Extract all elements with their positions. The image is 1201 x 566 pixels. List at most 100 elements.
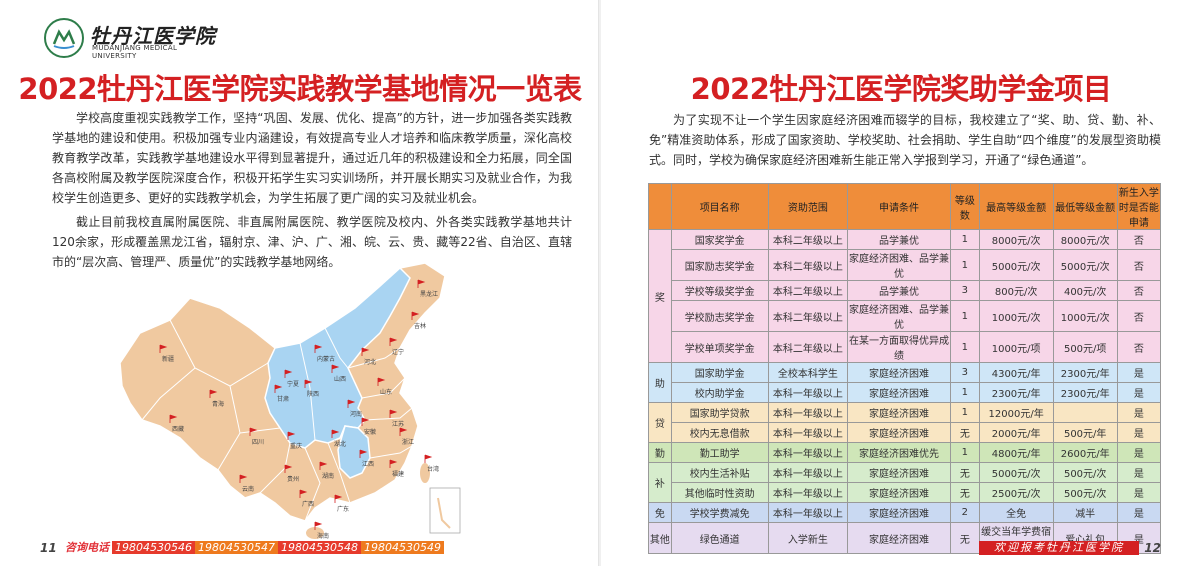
- map-taiwan: [420, 463, 430, 483]
- table-cell: 本科一年级以上: [767, 482, 849, 503]
- map-province-label: 广西: [302, 500, 314, 508]
- table-body: 奖国家奖学金 本科二年级以上 品学兼优 1 8000元/次 8000元/次否国家励志奖学金…: [648, 229, 1162, 554]
- table-cell: 2500元/次: [978, 482, 1054, 503]
- map-flag-icon: [319, 461, 328, 470]
- table-cell: 国家助学金: [670, 362, 769, 383]
- map-flag-icon: [399, 427, 408, 436]
- table-cell: 否: [1116, 229, 1162, 250]
- phone-number[interactable]: 19804530546: [112, 541, 195, 554]
- map-province-label: 新疆: [162, 355, 174, 363]
- table-cell: 否: [1116, 249, 1162, 281]
- table-cell: 本科二年级以上: [767, 249, 849, 281]
- map-province-label: 江西: [362, 461, 374, 468]
- map-province-label: 云南: [242, 485, 254, 493]
- welcome-banner: 欢迎报考牡丹江医学院: [979, 541, 1139, 555]
- map-flag-icon: [299, 489, 308, 498]
- table-row: 贷国家助学贷款 本科一年级以上 家庭经济困难 1 12000元/年是: [648, 402, 1162, 443]
- contact-bar: 咨询电话 19804530546 19804530547 19804530548 198…: [62, 541, 444, 554]
- table-cell: 否: [1116, 300, 1162, 332]
- table-cell: 家庭经济困难: [847, 502, 952, 523]
- table-cell: [1052, 402, 1118, 423]
- left-page-number: 11: [40, 541, 57, 555]
- table-row: 其他临时性资助 本科一年级以上 家庭经济困难无 2500元/次 500元/次是: [649, 482, 1162, 503]
- table-cell: 校内生活补贴: [670, 462, 769, 483]
- table-cell: 500元/年: [1052, 422, 1118, 443]
- table-row: 奖国家奖学金 本科二年级以上 品学兼优 1 8000元/次 8000元/次否: [648, 229, 1162, 363]
- map-flag-icon: [361, 347, 370, 356]
- table-header-cell: 资助范围: [767, 183, 849, 230]
- aid-category-cell: 贷: [648, 402, 672, 443]
- table-cell: 家庭经济困难、品学兼优: [847, 249, 952, 281]
- map-province-label: 贵州: [287, 475, 299, 483]
- phone-number[interactable]: 19804530547: [194, 541, 278, 554]
- map-province-label: 辽宁: [392, 348, 404, 356]
- table-row: 学校励志奖学金 本科二年级以上 家庭经济困难、品学兼优 1 1000元/次 1000元/次…: [649, 300, 1162, 332]
- table-cell: 本科二年级以上: [767, 300, 849, 332]
- right-page: 2022牡丹江医学院奖助学金项目 为了实现不让一个学生因家庭经济困难而辍学的目标…: [601, 0, 1201, 566]
- table-row: 学校单项奖学金 本科二年级以上 在某一方面取得优异成绩 1 1000元/项 500元/项否: [649, 331, 1162, 363]
- map-province-label: 青海: [212, 400, 224, 408]
- phone-number[interactable]: 19804530548: [277, 541, 361, 554]
- table-cell: 1: [950, 442, 980, 463]
- table-row: 国家励志奖学金 本科二年级以上 家庭经济困难、品学兼优 1 5000元/次 5000元/次…: [649, 249, 1162, 281]
- table-cell: 是: [1116, 362, 1162, 383]
- map-south-sea-inset: [429, 487, 461, 534]
- table-cell: 家庭经济困难: [847, 482, 952, 503]
- table-cell: 500元/次: [1052, 482, 1118, 503]
- table-cell: 本科二年级以上: [767, 280, 849, 301]
- map-province-label: 吉林: [414, 322, 426, 330]
- map-province-label: 河南: [350, 410, 362, 418]
- map-flag-icon: [334, 494, 343, 503]
- table-cell: 入学新生: [767, 522, 849, 554]
- map-province-label: 海南: [317, 532, 329, 540]
- map-flag-icon: [389, 459, 398, 468]
- aid-category-cell: 其他: [648, 522, 672, 554]
- map-flag-icon: [209, 389, 218, 398]
- table-header-cell: 申请条件: [847, 183, 952, 230]
- page-title-scholarships: 2022牡丹江医学院奖助学金项目: [690, 72, 1112, 106]
- table-cell: 本科一年级以上: [767, 382, 849, 403]
- map-province-label: 江苏: [392, 420, 404, 428]
- aid-category-cell: 勤: [648, 442, 672, 463]
- table-cell: 是: [1116, 502, 1162, 523]
- table-cell: 800元/次: [978, 280, 1054, 301]
- table-cell: 校内无息借款: [670, 422, 769, 443]
- table-cell: 家庭经济困难: [847, 422, 952, 443]
- table-cell: 1000元/次: [978, 300, 1054, 332]
- map-flag-icon: [169, 414, 178, 423]
- table-cell: 绿色通道: [670, 522, 769, 554]
- table-cell: 4800元/年: [978, 442, 1054, 463]
- intro-paragraph-2: 截止目前我校直属附属医院、非直属附属医院、教学医院及校内、外各类实践教学基地共计…: [52, 215, 572, 269]
- table-cell: 学校学费减免: [670, 502, 769, 523]
- map-province-label: 湖南: [322, 472, 334, 480]
- map-flag-icon: [159, 344, 168, 353]
- aid-category-cell: 助: [648, 362, 672, 403]
- table-cell: 是: [1116, 402, 1162, 423]
- table-header-cell: 等级数: [950, 183, 980, 230]
- table-cell: 全校本科学生: [767, 362, 849, 383]
- phone-number[interactable]: 19804530549: [360, 541, 444, 554]
- contact-label: 咨询电话: [65, 541, 109, 554]
- right-page-number: 12: [1144, 541, 1161, 555]
- table-cell: 无: [950, 462, 980, 483]
- logo-name-cn: 牡丹江医学院: [90, 24, 216, 48]
- table-cell: 无: [950, 422, 980, 443]
- map-flag-icon: [361, 417, 370, 426]
- map-flag-icon: [417, 279, 426, 288]
- aid-category-cell: 免: [648, 502, 672, 523]
- map-flag-icon: [359, 449, 368, 458]
- table-cell: 是: [1116, 482, 1162, 503]
- map-flag-icon: [284, 369, 293, 378]
- table-cell: 500元/项: [1052, 331, 1118, 363]
- table-cell: 家庭经济困难: [847, 382, 952, 403]
- table-cell: 2: [950, 502, 980, 523]
- table-cell: 2300元/年: [1052, 382, 1118, 403]
- map-province-label: 内蒙古: [317, 355, 335, 363]
- table-row: 免学校学费减免 本科一年级以上 家庭经济困难 2 全免 减半是: [648, 502, 1162, 523]
- map-province-label: 福建: [392, 470, 404, 478]
- table-cell: 勤工助学: [670, 442, 769, 463]
- table-cell: 1: [950, 229, 980, 250]
- map-flag-icon: [424, 454, 433, 463]
- table-cell: 品学兼优: [847, 229, 952, 250]
- table-cell: 学校励志奖学金: [670, 300, 769, 332]
